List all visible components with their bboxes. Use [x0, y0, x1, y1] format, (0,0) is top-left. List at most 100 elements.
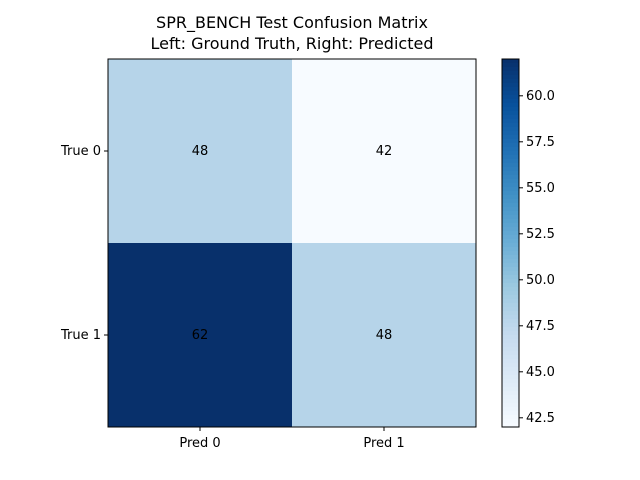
colorbar-segment — [502, 351, 519, 356]
colorbar-tick-label: 47.5 — [526, 319, 555, 334]
colorbar-segment — [502, 107, 519, 112]
colorbar-segment — [502, 231, 519, 236]
colorbar-tick-label: 55.0 — [526, 181, 555, 196]
colorbar-segment — [502, 95, 519, 100]
colorbar-tick-label: 42.5 — [526, 411, 555, 426]
chart-subtitle: Left: Ground Truth, Right: Predicted — [151, 34, 434, 53]
cell-value-label: 48 — [192, 144, 209, 159]
colorbar-segment — [502, 167, 519, 172]
colorbar-segment — [502, 319, 519, 324]
colorbar-segment — [502, 423, 519, 428]
colorbar-segment — [502, 183, 519, 188]
colorbar-segment — [502, 335, 519, 340]
colorbar-segment — [502, 411, 519, 416]
colorbar-segment — [502, 139, 519, 144]
colorbar-segment — [502, 295, 519, 300]
colorbar-segment — [502, 199, 519, 204]
heatmap-cell — [292, 59, 476, 243]
colorbar-segment — [502, 187, 519, 192]
colorbar-segment — [502, 407, 519, 412]
colorbar-tick-label: 57.5 — [526, 135, 555, 150]
colorbar-segment — [502, 375, 519, 380]
colorbar-segment — [502, 363, 519, 368]
colorbar-segment — [502, 343, 519, 348]
colorbar-segment — [502, 267, 519, 272]
colorbar-segment — [502, 103, 519, 108]
colorbar-segment — [502, 339, 519, 344]
colorbar-segment — [502, 243, 519, 248]
colorbar-segment — [502, 79, 519, 84]
colorbar-segment — [502, 123, 519, 128]
colorbar-segment — [502, 63, 519, 68]
colorbar-tick-label: 60.0 — [526, 89, 555, 104]
plot-frame — [107, 58, 477, 428]
colorbar-segment — [502, 391, 519, 396]
colorbar-segment — [502, 415, 519, 420]
heatmap-cell — [292, 243, 476, 427]
colorbar-segment — [502, 83, 519, 88]
colorbar-segment — [502, 151, 519, 156]
colorbar-segment — [502, 211, 519, 216]
colorbar-segment — [502, 359, 519, 364]
colorbar-segment — [502, 331, 519, 336]
colorbar-segment — [502, 311, 519, 316]
colorbar-segment — [502, 127, 519, 132]
colorbar-tick-label: 50.0 — [526, 273, 555, 288]
colorbar-segment — [502, 147, 519, 152]
colorbar-segment — [502, 179, 519, 184]
colorbar-segment — [502, 395, 519, 400]
colorbar-segment — [502, 175, 519, 180]
colorbar-segment — [502, 315, 519, 320]
colorbar-segment — [502, 279, 519, 284]
colorbar-segment — [502, 191, 519, 196]
colorbar-segment — [502, 379, 519, 384]
y-tick-label: True 0 — [60, 144, 101, 159]
colorbar: 42.5 45.0 47.5 50.0 52.5 55.0 57.5 60.0 — [501, 58, 555, 428]
colorbar-segment — [502, 303, 519, 308]
colorbar-segment — [502, 91, 519, 96]
colorbar-segment — [502, 219, 519, 224]
colorbar-segment — [502, 275, 519, 280]
colorbar-segment — [502, 347, 519, 352]
colorbar-segment — [502, 75, 519, 80]
colorbar-segment — [502, 87, 519, 92]
colorbar-segment — [502, 367, 519, 372]
y-tick-label: True 1 — [60, 328, 101, 343]
heatmap-cell — [108, 59, 292, 243]
colorbar-segment — [502, 255, 519, 260]
colorbar-segment — [502, 115, 519, 120]
colorbar-segment — [502, 403, 519, 408]
colorbar-segment — [502, 239, 519, 244]
colorbar-segment — [502, 207, 519, 212]
colorbar-segment — [502, 99, 519, 104]
colorbar-segment — [502, 327, 519, 332]
colorbar-segment — [502, 131, 519, 136]
colorbar-segment — [502, 299, 519, 304]
colorbar-segment — [502, 163, 519, 168]
colorbar-segment — [502, 371, 519, 376]
heatmap-grid: 48 42 62 48 True 0 True 1 Pred 0 Pred 1 — [60, 58, 477, 451]
heatmap-cell — [108, 243, 292, 427]
colorbar-segment — [502, 215, 519, 220]
colorbar-segment — [502, 203, 519, 208]
chart-title: SPR_BENCH Test Confusion Matrix — [156, 13, 428, 33]
colorbar-segment — [502, 419, 519, 424]
colorbar-segment — [502, 223, 519, 228]
colorbar-segment — [502, 383, 519, 388]
colorbar-segment — [502, 59, 519, 64]
colorbar-tick-label: 45.0 — [526, 365, 555, 380]
colorbar-segment — [502, 287, 519, 292]
cell-value-label: 62 — [192, 328, 209, 343]
colorbar-segment — [502, 227, 519, 232]
colorbar-segment — [502, 263, 519, 268]
cell-value-label: 42 — [376, 144, 393, 159]
colorbar-segment — [502, 195, 519, 200]
colorbar-segment — [502, 143, 519, 148]
colorbar-segment — [502, 171, 519, 176]
colorbar-segment — [502, 251, 519, 256]
colorbar-segment — [502, 235, 519, 240]
colorbar-segment — [502, 67, 519, 72]
colorbar-segment — [502, 283, 519, 288]
colorbar-segment — [502, 119, 519, 124]
